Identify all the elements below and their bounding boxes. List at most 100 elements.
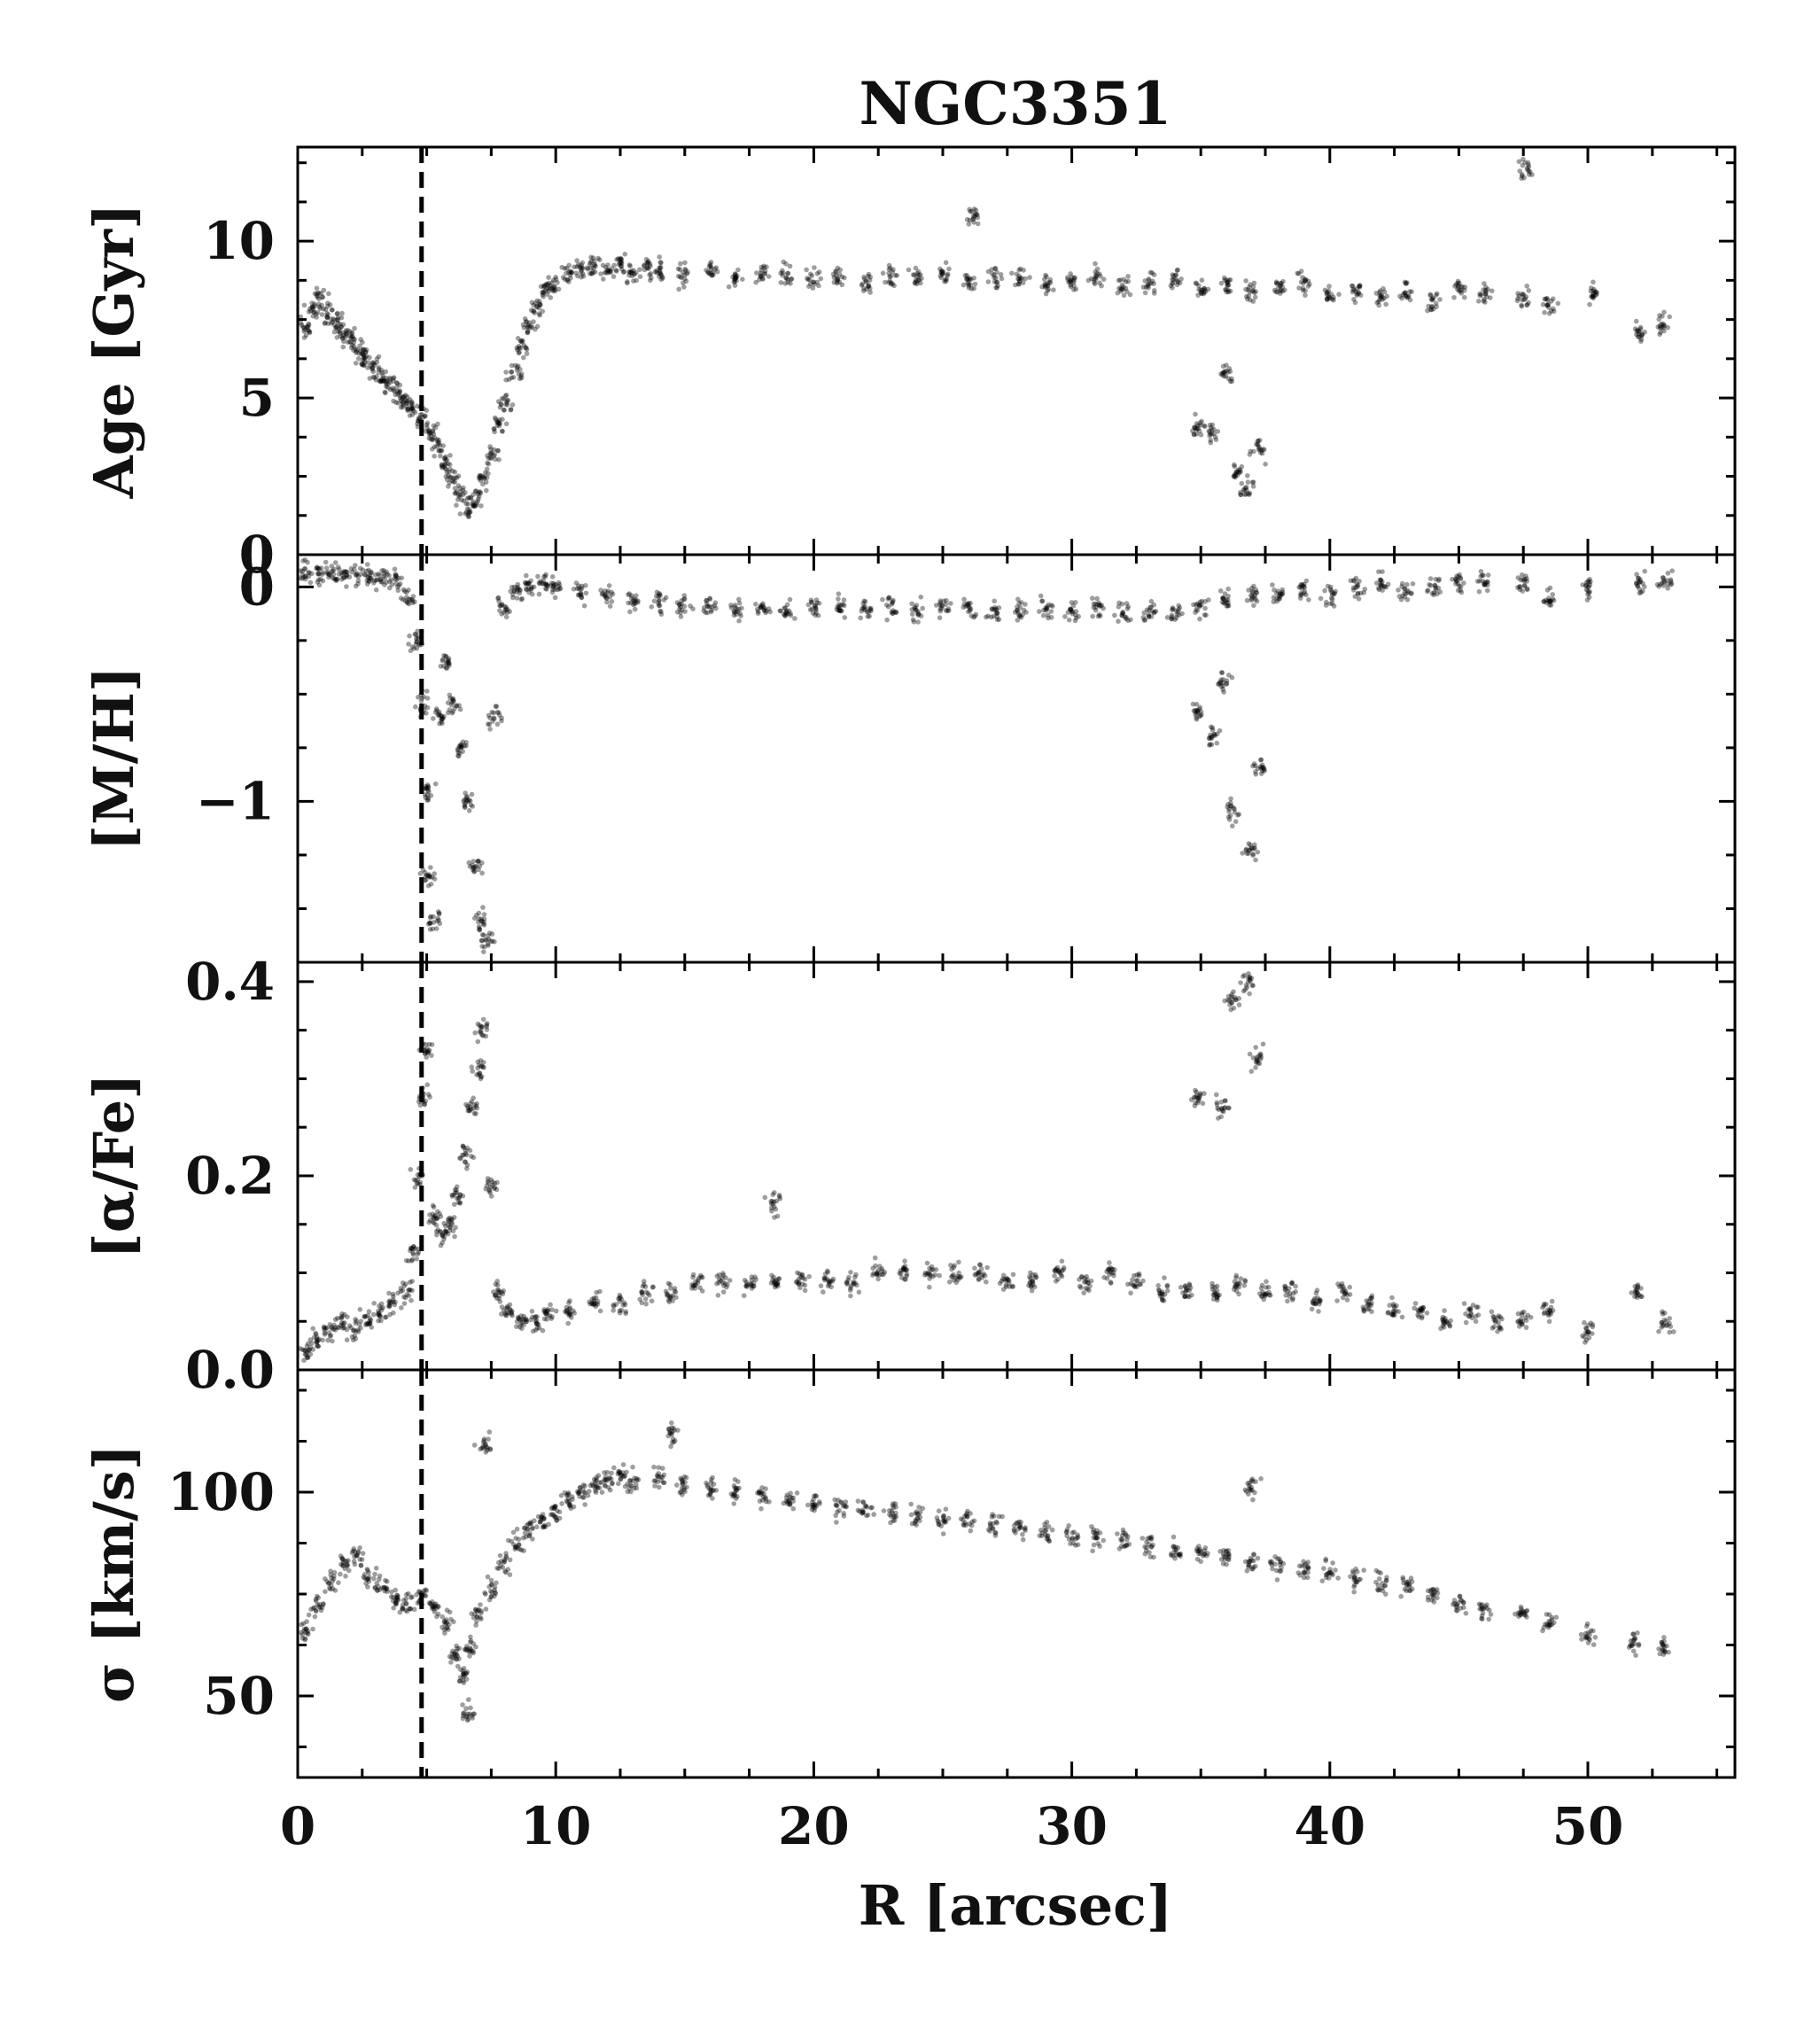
data-point — [1312, 1295, 1318, 1302]
data-point — [495, 418, 501, 424]
data-point — [437, 712, 442, 719]
data-point — [307, 1351, 314, 1357]
data-point — [670, 1298, 675, 1303]
data-point — [497, 712, 502, 718]
data-point — [1242, 987, 1248, 992]
data-point — [393, 576, 398, 581]
data-point — [1016, 612, 1022, 618]
data-point — [770, 1277, 775, 1283]
data-point — [330, 307, 335, 313]
data-point — [1634, 1289, 1640, 1295]
data-point — [944, 276, 950, 282]
data-point — [1340, 1289, 1345, 1295]
data-point — [1222, 1104, 1228, 1110]
y-tick-label: 0 — [239, 525, 275, 585]
data-point — [688, 603, 693, 609]
data-point — [759, 276, 766, 281]
data-point — [1175, 279, 1181, 285]
data-point — [1199, 598, 1205, 604]
data-point — [1545, 301, 1552, 307]
data-point — [445, 657, 451, 663]
data-point — [360, 347, 366, 353]
data-point — [580, 1487, 586, 1492]
data-point — [400, 400, 406, 405]
data-point — [900, 1267, 906, 1272]
data-point — [1044, 606, 1050, 612]
data-point — [450, 1648, 455, 1654]
data-point — [330, 568, 336, 574]
data-point — [345, 570, 350, 575]
data-point — [1012, 610, 1018, 615]
data-point — [651, 1464, 657, 1470]
data-point — [675, 266, 681, 272]
data-point — [505, 1305, 510, 1311]
data-point — [441, 1236, 447, 1242]
data-point — [475, 859, 481, 864]
data-point — [657, 593, 663, 598]
data-point — [1257, 1051, 1264, 1057]
data-point — [471, 503, 477, 509]
data-point — [720, 1289, 727, 1295]
data-point — [486, 471, 491, 477]
data-point — [692, 1282, 698, 1288]
data-point — [1428, 297, 1435, 302]
data-point — [454, 1184, 460, 1190]
data-point — [338, 570, 345, 576]
data-point — [335, 310, 340, 316]
data-point — [457, 1675, 463, 1680]
data-point — [866, 610, 871, 615]
data-point — [475, 1065, 480, 1071]
data-point — [1483, 289, 1489, 295]
data-point — [462, 743, 467, 749]
data-point — [1247, 974, 1253, 980]
data-point — [335, 321, 341, 326]
data-point — [1525, 159, 1531, 166]
data-point — [709, 273, 715, 278]
data-point — [1208, 735, 1214, 740]
data-point — [449, 1221, 455, 1227]
data-point — [1435, 585, 1442, 591]
data-point — [913, 607, 919, 613]
data-point — [362, 1314, 368, 1319]
data-point — [458, 1667, 463, 1672]
data-point — [1027, 1274, 1032, 1279]
data-point — [573, 270, 579, 276]
data-point — [589, 1482, 595, 1487]
data-point — [1149, 270, 1155, 276]
data-point — [504, 1310, 510, 1316]
data-point — [438, 1214, 444, 1219]
data-point — [713, 605, 719, 611]
data-point — [1458, 287, 1464, 293]
data-point — [659, 274, 665, 280]
data-point — [391, 375, 397, 380]
data-point — [579, 595, 585, 601]
data-point — [480, 922, 486, 927]
data-point — [356, 1322, 362, 1327]
data-point — [690, 1272, 696, 1278]
data-point — [525, 330, 530, 336]
data-point — [513, 1536, 518, 1541]
data-point — [445, 700, 451, 705]
data-point — [567, 1501, 572, 1507]
data-point — [478, 1063, 485, 1069]
data-point — [1661, 324, 1666, 331]
data-point — [835, 276, 840, 283]
data-point — [422, 1101, 427, 1107]
data-point — [592, 1484, 598, 1490]
data-point — [543, 282, 548, 288]
data-point — [462, 804, 468, 809]
data-point — [413, 704, 418, 710]
data-point — [309, 304, 315, 310]
data-point — [1263, 1292, 1269, 1297]
data-point — [1207, 735, 1213, 741]
data-point — [331, 322, 338, 328]
data-point — [366, 579, 372, 585]
data-point — [495, 420, 502, 425]
data-point — [668, 1286, 673, 1291]
data-point — [393, 577, 400, 582]
data-point — [1130, 1282, 1136, 1287]
data-point — [912, 279, 918, 285]
data-point — [1300, 285, 1306, 292]
data-point — [883, 602, 890, 608]
data-point — [1404, 293, 1409, 299]
